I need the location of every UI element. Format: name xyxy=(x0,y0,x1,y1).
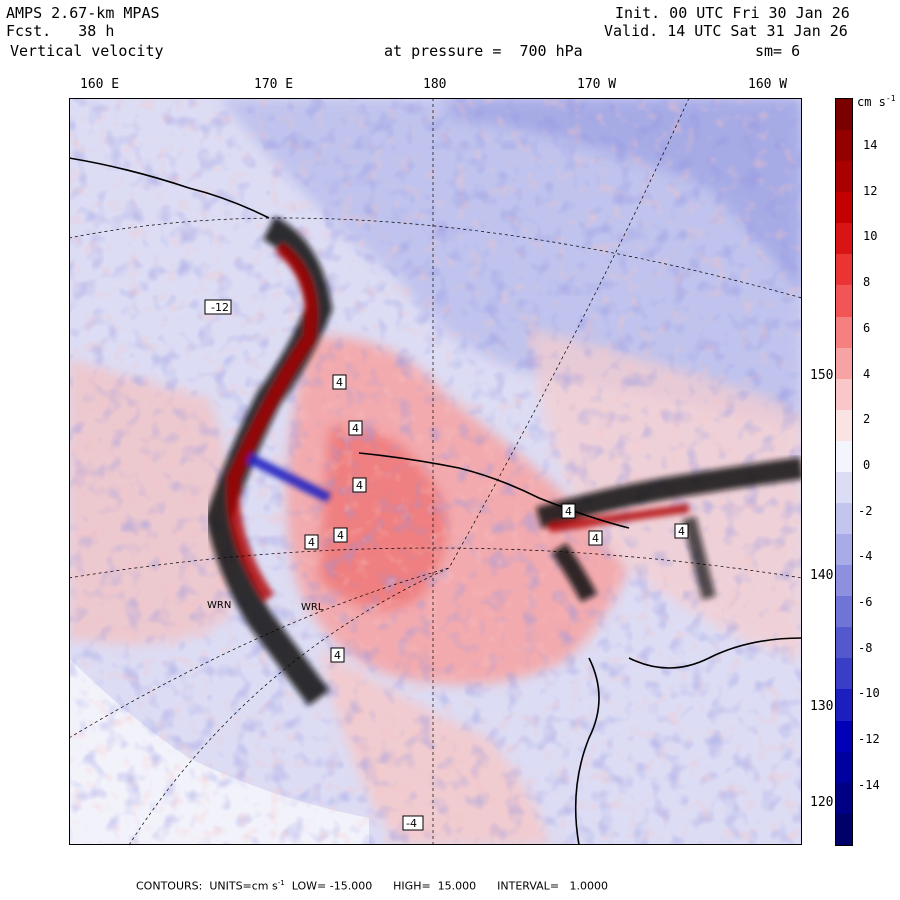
colorbar-swatch xyxy=(836,347,852,379)
svg-text:4: 4 xyxy=(334,649,341,662)
colorbar-swatch xyxy=(836,782,852,814)
svg-text:4: 4 xyxy=(356,479,363,492)
marie-byrd-land-ridge xyxy=(535,457,802,603)
map-label-box: 4 xyxy=(330,647,345,663)
colorbar-tick-label: -2 xyxy=(858,503,873,518)
map-label-box: 4 xyxy=(304,534,319,550)
colorbar-swatch xyxy=(836,409,852,441)
svg-text:4: 4 xyxy=(308,536,315,549)
map-label-box: -12 xyxy=(204,299,232,315)
map-label-box: 4 xyxy=(588,530,603,546)
colorbar-swatch xyxy=(836,689,852,721)
map-panel: -12 4 4 4 4 4 4 4 4 4 -4 WRN WRL xyxy=(69,98,802,845)
map-label-box: 4 xyxy=(674,523,689,539)
colorbar-swatch xyxy=(836,130,852,162)
colorbar-swatch xyxy=(836,565,852,597)
map-label-box: 4 xyxy=(333,527,348,543)
lon-label-160e: 160 E xyxy=(80,77,120,92)
colorbar-swatch xyxy=(836,316,852,348)
forecast-hour: Fcst. 38 h xyxy=(6,22,115,40)
model-title: AMPS 2.67-km MPAS xyxy=(6,4,160,22)
colorbar-swatch xyxy=(836,223,852,255)
colorbar-tick-label: 2 xyxy=(863,412,871,427)
colorbar-swatch xyxy=(836,596,852,628)
colorbar-swatch xyxy=(836,99,852,131)
pressure-level: at pressure = 700 hPa xyxy=(384,42,583,60)
colorbar-swatch xyxy=(836,161,852,193)
colorbar-tick-label: 6 xyxy=(863,320,871,335)
colorbar-swatch xyxy=(836,813,852,845)
colorbar-swatch xyxy=(836,254,852,286)
annotation-boxes: -12 4 4 4 4 4 4 4 4 4 -4 WRN WRL xyxy=(204,299,689,831)
colorbar-swatch xyxy=(836,378,852,410)
contour-info: CONTOURS: UNITS=cm s-1 LOW= -15.000 HIGH… xyxy=(136,879,609,893)
coastline xyxy=(69,157,802,845)
colorbar-tick-label: -14 xyxy=(858,777,880,792)
colorbar-tick-label: 8 xyxy=(863,275,871,290)
colorbar xyxy=(835,98,853,846)
map-label-box: 4 xyxy=(561,503,576,519)
map-label-box: -4 xyxy=(402,815,424,831)
lon-label-170w: 170 W xyxy=(577,77,617,92)
lon-label-160w: 160 W xyxy=(748,77,788,92)
svg-text:4: 4 xyxy=(678,525,685,538)
colorbar-swatch xyxy=(836,440,852,472)
colorbar-tick-label: -4 xyxy=(858,549,873,564)
transantarctic-mountains xyxy=(205,216,333,706)
colorbar-tick-label: -6 xyxy=(858,595,873,609)
colorbar-unit: cm s-1 xyxy=(857,94,896,109)
map-label-text: WRL xyxy=(301,602,324,613)
svg-text:4: 4 xyxy=(337,529,344,542)
colorbar-swatch xyxy=(836,285,852,317)
map-label-box: 4 xyxy=(352,477,367,493)
colorbar-swatch xyxy=(836,192,852,224)
colorbar-tick-label: -12 xyxy=(858,732,880,747)
lon-label-180: 180 xyxy=(423,77,447,92)
colorbar-tick-label: 4 xyxy=(863,366,871,381)
init-time: Init. 00 UTC Fri 30 Jan 26 xyxy=(615,4,850,22)
colorbar-tick-label: 0 xyxy=(863,457,871,472)
smoothing-label: sm= 6 xyxy=(755,42,801,60)
colorbar-tick-label: 10 xyxy=(863,229,878,244)
map-label-box: 4 xyxy=(332,374,347,390)
svg-text:-12: -12 xyxy=(211,301,229,314)
field-name: Vertical velocity xyxy=(10,42,164,60)
colorbar-tick-label: -10 xyxy=(858,686,880,701)
svg-text:-4: -4 xyxy=(406,817,417,830)
colorbar-swatch xyxy=(836,627,852,659)
svg-text:4: 4 xyxy=(592,532,599,545)
colorbar-swatch xyxy=(836,751,852,783)
svg-text:4: 4 xyxy=(336,376,343,389)
colorbar-swatch xyxy=(836,471,852,504)
lon-label-170e: 170 E xyxy=(254,77,294,92)
colorbar-swatch xyxy=(836,503,852,535)
svg-text:4: 4 xyxy=(565,505,572,518)
colorbar-swatch xyxy=(836,534,852,566)
colorbar-swatch xyxy=(836,720,852,752)
valid-time: Valid. 14 UTC Sat 31 Jan 26 xyxy=(604,22,848,40)
map-frame xyxy=(69,98,802,845)
colorbar-swatch xyxy=(836,658,852,690)
map-label-text: WRN xyxy=(207,600,231,611)
colorbar-tick-label: 12 xyxy=(863,183,878,198)
colorbar-tick-label: 14 xyxy=(863,138,878,152)
colorbar-tick-label: -8 xyxy=(858,640,873,655)
graticule xyxy=(69,98,802,845)
svg-text:4: 4 xyxy=(352,422,359,435)
map-label-box: 4 xyxy=(348,420,363,436)
